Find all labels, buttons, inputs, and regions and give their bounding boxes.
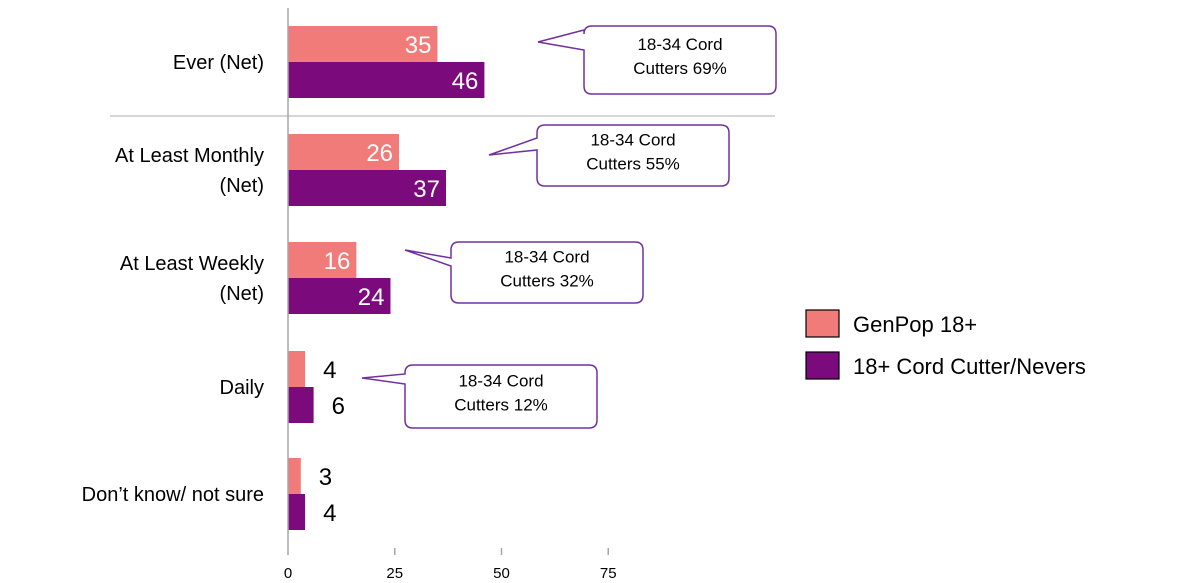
category-label: (Net) bbox=[220, 175, 264, 197]
callout-text: 18-34 Cord bbox=[458, 372, 543, 391]
bar-genpop-0 bbox=[288, 26, 438, 62]
x-tick-label: 50 bbox=[493, 565, 510, 582]
x-tick-label: 0 bbox=[284, 565, 292, 582]
category-label: At Least Weekly bbox=[120, 253, 264, 275]
bar-cordcutter-0 bbox=[288, 62, 485, 98]
bar-cordcutter-2 bbox=[288, 278, 391, 314]
category-label: (Net) bbox=[220, 283, 264, 305]
data-label: 46 bbox=[452, 68, 479, 95]
callout-text: Cutters 55% bbox=[586, 155, 680, 174]
data-label: 3 bbox=[319, 464, 332, 491]
callout-text: Cutters 12% bbox=[454, 396, 548, 415]
callout-bubble bbox=[537, 25, 777, 95]
data-label: 4 bbox=[323, 500, 336, 527]
callout-text: Cutters 32% bbox=[500, 272, 594, 291]
category-label: Ever (Net) bbox=[173, 52, 264, 74]
data-label: 35 bbox=[405, 32, 432, 59]
callout-text: Cutters 69% bbox=[633, 59, 727, 78]
bar-cordcutter-3 bbox=[288, 387, 314, 423]
legend-swatch-genpop bbox=[805, 309, 840, 338]
bar-cordcutter-4 bbox=[288, 494, 306, 530]
category-label: At Least Monthly bbox=[115, 145, 264, 167]
legend-label-cordcutter: 18+ Cord Cutter/Nevers bbox=[853, 354, 1086, 379]
x-tick-label: 75 bbox=[600, 565, 617, 582]
bar-genpop-1 bbox=[288, 134, 400, 170]
callout-text: 18-34 Cord bbox=[504, 248, 589, 267]
bar-genpop-2 bbox=[288, 242, 357, 278]
data-label: 24 bbox=[358, 284, 385, 311]
data-label: 37 bbox=[413, 176, 440, 203]
data-label: 26 bbox=[366, 140, 393, 167]
x-tick-label: 25 bbox=[386, 565, 403, 582]
category-label: Daily bbox=[220, 377, 264, 399]
bar-cordcutter-1 bbox=[288, 170, 446, 206]
data-label: 16 bbox=[324, 248, 351, 275]
category-label: Don’t know/ not sure bbox=[82, 484, 264, 506]
callout-bubble bbox=[404, 241, 644, 304]
data-label: 6 bbox=[332, 393, 345, 420]
data-label: 4 bbox=[323, 357, 336, 384]
callout-text: 18-34 Cord bbox=[637, 35, 722, 54]
bar-genpop-4 bbox=[288, 458, 301, 494]
callout-bubble bbox=[488, 124, 730, 187]
bar-genpop-3 bbox=[288, 351, 306, 387]
legend-swatch-cordcutter bbox=[805, 351, 840, 380]
callout-text: 18-34 Cord bbox=[590, 131, 675, 150]
callout-bubble bbox=[361, 364, 598, 429]
legend-label-genpop: GenPop 18+ bbox=[853, 312, 977, 337]
